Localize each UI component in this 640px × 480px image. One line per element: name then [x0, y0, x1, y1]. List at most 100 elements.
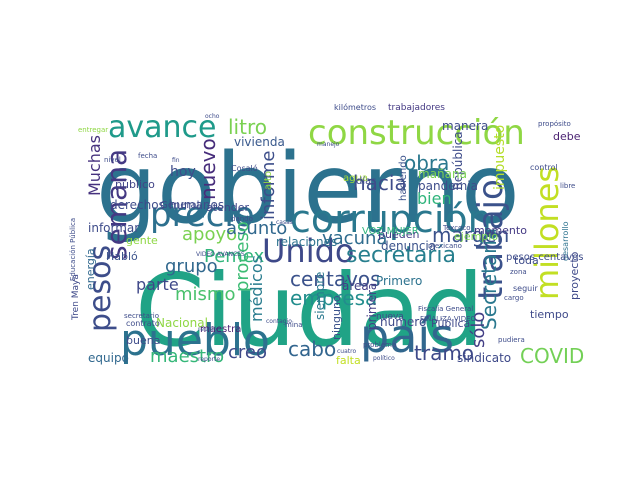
- word-tren-maya: Tren Maya: [71, 274, 81, 321]
- word-tiempo: tiempo: [530, 308, 569, 321]
- word-hacia: hacia: [353, 171, 407, 195]
- word-pemex: Pemex: [204, 246, 265, 267]
- word-mexicano: mexicano: [428, 242, 462, 250]
- word-primera: primera: [365, 283, 379, 330]
- word-publica: Pública: [431, 317, 470, 330]
- word-libre: libre: [560, 182, 575, 190]
- word-kilometros: kilómetros: [334, 102, 376, 112]
- word-nacional: Nacional: [156, 316, 208, 330]
- word-pandemia: pandemia: [418, 179, 478, 193]
- word-equipo: equipo: [88, 351, 129, 365]
- word-ciudad: Ciudad: [135, 252, 484, 369]
- word-haciendo: haciendo: [398, 155, 409, 201]
- word-vivienda: vivienda: [234, 135, 285, 149]
- word-creo: creo: [228, 342, 267, 363]
- word-covid: COVID: [520, 344, 584, 368]
- word-pueden: pueden: [378, 228, 419, 241]
- word-manejo: manejo: [317, 141, 340, 148]
- word-millones: millones: [528, 166, 566, 300]
- word-relaciones: relaciones: [276, 235, 337, 249]
- word-vacuna: vacuna: [322, 228, 387, 249]
- word-contagio: contagio: [266, 318, 292, 325]
- word-sindicato: sindicato: [457, 351, 511, 365]
- word-debe: debe: [553, 130, 581, 143]
- word-atender: atender: [206, 201, 250, 214]
- word-centavos: centavos: [290, 267, 381, 291]
- word-casas: casas: [276, 219, 293, 226]
- word-proyecto: proyecto: [568, 251, 581, 300]
- word-general: General: [160, 200, 199, 211]
- word-hoy: hoy: [170, 164, 196, 180]
- word-toda: toda: [514, 254, 539, 267]
- word-contrato: contrato: [126, 319, 160, 328]
- word-agua: agua: [343, 173, 368, 184]
- word-ejemplo: ejemplo: [454, 230, 498, 243]
- word-gobierno: gobierno: [96, 133, 520, 245]
- word-empresa: empresa: [290, 286, 377, 310]
- word-impuesto: impuesto: [492, 125, 508, 190]
- word-trabajadores: trabajadores: [388, 103, 445, 113]
- word-siempre: siempre: [313, 272, 327, 320]
- word-video-avances: VIDEO AVANCES: [196, 251, 245, 258]
- word-publico: público: [115, 178, 155, 191]
- word-nueva: nueva: [376, 312, 404, 322]
- word-denuncia: denuncia: [381, 239, 436, 253]
- word-dando: dando: [231, 215, 253, 223]
- word-proposito: propósito: [538, 120, 571, 128]
- word-ocho: ocho: [205, 113, 220, 120]
- word-pueblo: pueblo: [120, 315, 270, 366]
- word-semana: semana: [100, 149, 133, 260]
- word-proceso: proceso: [232, 221, 253, 292]
- word-politico: político: [373, 355, 395, 362]
- word-ninguno: ninguno: [330, 295, 343, 340]
- word-fin: fin: [172, 157, 180, 164]
- word-avance: avance: [108, 110, 217, 145]
- word-energia: energía: [84, 248, 97, 290]
- word-texcoco: Texcoco: [442, 224, 471, 232]
- word-muchas: Muchas: [85, 135, 104, 196]
- word-apoyo: apoyo: [182, 224, 237, 245]
- word-derechos-humanos: derechos humanos: [110, 198, 224, 212]
- word-precio: precio: [150, 195, 255, 235]
- word-numero: número: [380, 315, 426, 329]
- word-secretario: secretario: [124, 312, 159, 320]
- word-area: área: [342, 279, 369, 293]
- word-secretaria: Secretaría: [477, 228, 501, 330]
- word-fecha: fecha: [138, 152, 157, 160]
- word-reunion: reunión: [198, 326, 221, 333]
- word-pais: país: [360, 309, 454, 363]
- word-falta: falta: [336, 354, 361, 367]
- word-pudiera: pudiera: [498, 336, 525, 344]
- word-gente: gente: [126, 234, 158, 247]
- word-problema: problema: [363, 341, 396, 349]
- word-cabo: cabo: [288, 337, 336, 361]
- word-alto: alto: [263, 171, 274, 190]
- word-desarrollo: desarrollo: [561, 221, 570, 261]
- word-medicos: médicos: [247, 255, 266, 322]
- word-entregar: entregar: [78, 126, 108, 134]
- word-manera: manera: [442, 119, 488, 133]
- word-mina: mina: [285, 321, 303, 329]
- word-cargo: cargo: [504, 294, 524, 302]
- word-primero: Primero: [376, 274, 422, 288]
- word-dias: días: [356, 175, 376, 187]
- word-litro: litro: [228, 115, 267, 139]
- word-nivel: nivel: [104, 156, 121, 164]
- word-momento: momento: [474, 224, 527, 237]
- word-finaliza-video: FINALIZA VIDEO: [420, 315, 477, 323]
- word-republica: República: [451, 131, 465, 190]
- word-mismo: mismo: [175, 284, 235, 305]
- word-control: control: [530, 163, 558, 172]
- word-cosalo: Cosaló: [231, 163, 258, 173]
- word-informe: informe: [258, 151, 279, 220]
- word-solo: sólo: [468, 312, 489, 348]
- word-reporte: reporte: [198, 356, 220, 363]
- word-tramo: tramo: [414, 341, 474, 365]
- word-grupo: grupo: [165, 256, 218, 277]
- word-corrupcion: corrupción: [290, 197, 492, 241]
- word-nuevo: nuevo: [196, 138, 220, 200]
- word-obra: obra: [404, 151, 449, 175]
